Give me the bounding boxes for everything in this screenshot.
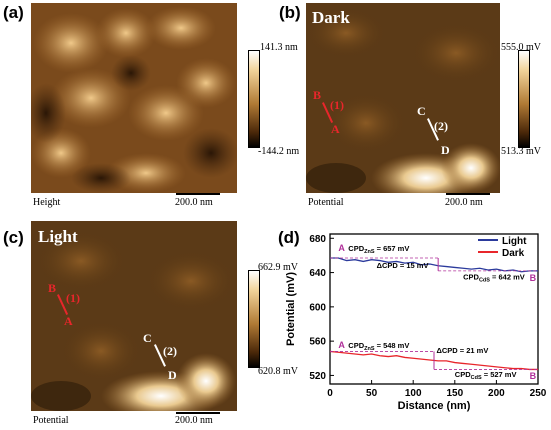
x-tick-label: 200 [488, 388, 505, 399]
y-tick-label: 560 [309, 337, 326, 348]
potential-profile-chart: 0 50 100 150 200 250 520 560 600 640 680 A B CPDZnS … [285, 233, 547, 412]
panel-c-title: Light [38, 227, 78, 246]
panel-c-marker-a: A [64, 314, 73, 328]
x-axis-label: Distance (nm) [398, 400, 471, 412]
y-tick-label: 600 [309, 302, 326, 313]
legend-label-dark: Dark [502, 248, 525, 259]
panel-b-label: (b) [279, 3, 301, 22]
panel-b-colorbar [518, 50, 530, 148]
panel-a-colorbar [248, 50, 260, 148]
dark-marker-a: A [338, 340, 345, 350]
light-delta-cpd: ΔCPD = 15 mV [377, 261, 429, 270]
panel-c-label: (c) [3, 228, 24, 247]
y-tick-label: 680 [309, 234, 326, 245]
panel-c-colorbar-min: 620.8 mV [258, 366, 298, 377]
panel-b-caption: Potential [308, 197, 344, 208]
panel-a-scale-bar [176, 193, 220, 195]
panel-a-colorbar-max: 141.3 nm [260, 42, 298, 53]
afm-height-image [31, 3, 237, 193]
annotation-group: A B CPDZnS = 657 mV ΔCPD = 15 mV CPDCdS = 64… [330, 243, 538, 381]
panel-c-marker-b: B [48, 281, 57, 295]
x-tick-label: 250 [530, 388, 547, 399]
series-line-light [330, 257, 538, 273]
panel-b-marker-one: (1) [330, 98, 344, 112]
panel-c-marker-c: C [143, 331, 152, 345]
panel-c-marker-one: (1) [66, 291, 80, 305]
dark-marker-b: B [530, 371, 537, 381]
panel-b-marker-a: A [331, 122, 340, 136]
kpfm-light-image [31, 221, 237, 411]
panel-b-marker-d: D [441, 143, 450, 157]
dark-cpd-zns: CPDZnS = 548 mV [348, 341, 409, 352]
panel-b-title: Dark [312, 8, 350, 27]
x-tick-label: 0 [327, 388, 333, 399]
panel-c-colorbar-max: 662.9 mV [258, 262, 298, 273]
legend-label-light: Light [502, 236, 527, 247]
panel-d-label: (d) [278, 228, 300, 247]
y-axis-label: Potential (mV) [285, 272, 297, 346]
panel-b-marker-two: (2) [434, 119, 448, 133]
panel-c-marker-d: D [168, 368, 177, 382]
light-marker-a: A [338, 243, 345, 253]
panel-b-colorbar-min: 513.3 mV [501, 146, 541, 157]
panel-b-scale-label: 200.0 nm [445, 197, 483, 208]
panel-c-scale-label: 200.0 nm [175, 415, 213, 426]
panel-a-label: (a) [3, 3, 24, 22]
panel-a-caption: Height [33, 197, 61, 208]
panel-b-marker-b: B [313, 88, 322, 102]
kpfm-dark-image [306, 3, 500, 193]
light-marker-b: B [530, 273, 537, 283]
panel-a-colorbar-min: -144.2 nm [258, 146, 300, 157]
light-cpd-zns: CPDZnS = 657 mV [348, 244, 409, 255]
panel-c-scale-bar [176, 412, 220, 414]
panel-c-colorbar [248, 270, 260, 368]
panel-c-marker-two: (2) [163, 344, 177, 358]
light-cpd-cds: CPDCdS = 642 mV [463, 272, 525, 283]
y-tick-label: 640 [309, 268, 326, 279]
dark-delta-cpd: ΔCPD = 21 mV [436, 346, 488, 355]
panel-b-colorbar-max: 555.0 mV [501, 42, 541, 53]
x-tick-label: 50 [366, 388, 378, 399]
plot-frame [329, 233, 539, 385]
x-tick-label: 150 [446, 388, 463, 399]
panel-b-scale-bar [446, 193, 490, 195]
dark-cpd-cds: CPDCdS = 527 mV [455, 370, 517, 381]
panel-a-scale-label: 200.0 nm [175, 197, 213, 208]
axis-ticks: 0 50 100 150 200 250 520 560 600 640 680 [309, 234, 546, 399]
x-tick-label: 100 [405, 388, 422, 399]
panel-c-caption: Potential [33, 415, 69, 426]
panel-b-marker-c: C [417, 104, 426, 118]
y-tick-label: 520 [309, 371, 326, 382]
